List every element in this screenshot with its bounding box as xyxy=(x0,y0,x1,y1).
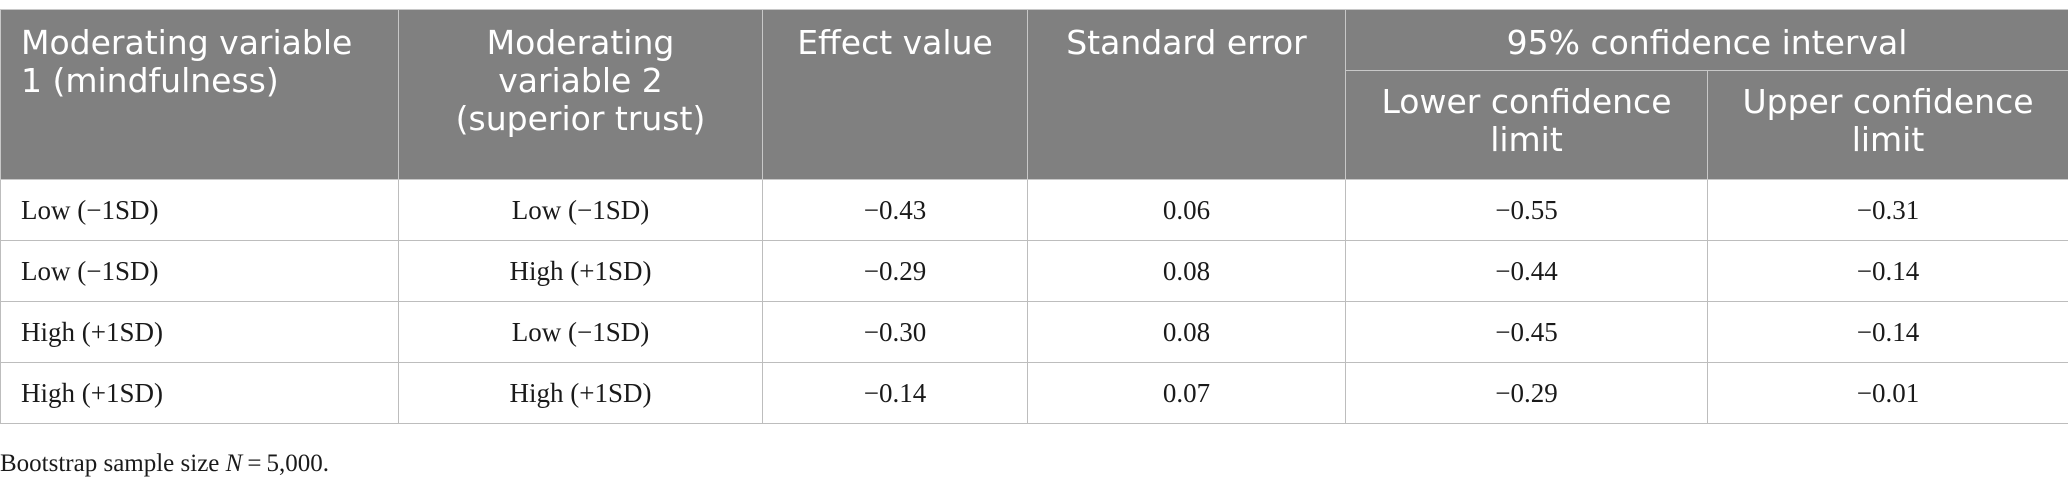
cell-mindfulness: Low (−1SD) xyxy=(0,240,399,302)
cell-effect-value: −0.43 xyxy=(762,179,1028,241)
header-upper-confidence-limit: Upper confidence limit xyxy=(1706,70,2068,180)
cell-superior-trust: Low (−1SD) xyxy=(398,301,763,363)
cell-lower-limit: −0.29 xyxy=(1345,362,1708,424)
footnote-prefix: Bootstrap sample size xyxy=(0,450,226,477)
header-lower-confidence-limit: Lower confidence limit xyxy=(1345,70,1708,180)
cell-standard-error: 0.08 xyxy=(1027,240,1346,302)
cell-upper-limit: −0.14 xyxy=(1706,301,2068,363)
cell-effect-value: −0.29 xyxy=(762,240,1028,302)
cell-mindfulness: High (+1SD) xyxy=(0,362,399,424)
cell-mindfulness: Low (−1SD) xyxy=(0,179,399,241)
table-row: Low (−1SD) Low (−1SD) −0.43 0.06 −0.55 −… xyxy=(0,179,2068,241)
cell-standard-error: 0.07 xyxy=(1027,362,1346,424)
cell-standard-error: 0.06 xyxy=(1027,179,1346,241)
cell-effect-value: −0.14 xyxy=(762,362,1028,424)
cell-mindfulness: High (+1SD) xyxy=(0,301,399,363)
header-row-top: Moderating variable 1 (mindfulness) Mode… xyxy=(0,9,2068,180)
header-moderating-variable-1: Moderating variable 1 (mindfulness) xyxy=(0,9,399,180)
cell-lower-limit: −0.55 xyxy=(1345,179,1708,241)
footnote-sample-value: = 5,000. xyxy=(242,450,329,477)
cell-superior-trust: Low (−1SD) xyxy=(398,179,763,241)
header-confidence-interval-group: 95% confidence interval xyxy=(1344,9,2068,71)
cell-lower-limit: −0.45 xyxy=(1345,301,1708,363)
table-footnote: Bootstrap sample size N = 5,000. xyxy=(0,450,329,478)
table-row: High (+1SD) High (+1SD) −0.14 0.07 −0.29… xyxy=(0,362,2068,424)
header-effect-value: Effect value xyxy=(762,9,1028,180)
cell-lower-limit: −0.44 xyxy=(1345,240,1708,302)
footnote-sample-symbol: N xyxy=(225,450,243,477)
cell-upper-limit: −0.14 xyxy=(1706,240,2068,302)
cell-superior-trust: High (+1SD) xyxy=(398,240,763,302)
cell-effect-value: −0.30 xyxy=(762,301,1028,363)
table-row: Low (−1SD) High (+1SD) −0.29 0.08 −0.44 … xyxy=(0,240,2068,302)
cell-upper-limit: −0.01 xyxy=(1706,362,2068,424)
header-row-sub: Lower confidence limit Upper confidence … xyxy=(1,70,2068,180)
moderation-effects-table: Moderating variable 1 (mindfulness) Mode… xyxy=(0,9,2068,424)
results-table-container: Moderating variable 1 (mindfulness) Mode… xyxy=(0,9,2068,424)
header-standard-error: Standard error xyxy=(1027,9,1346,180)
table-row: High (+1SD) Low (−1SD) −0.30 0.08 −0.45 … xyxy=(0,301,2068,363)
cell-upper-limit: −0.31 xyxy=(1706,179,2068,241)
header-moderating-variable-2: Moderating variable 2 (superior trust) xyxy=(398,9,763,180)
cell-standard-error: 0.08 xyxy=(1027,301,1346,363)
cell-superior-trust: High (+1SD) xyxy=(398,362,763,424)
